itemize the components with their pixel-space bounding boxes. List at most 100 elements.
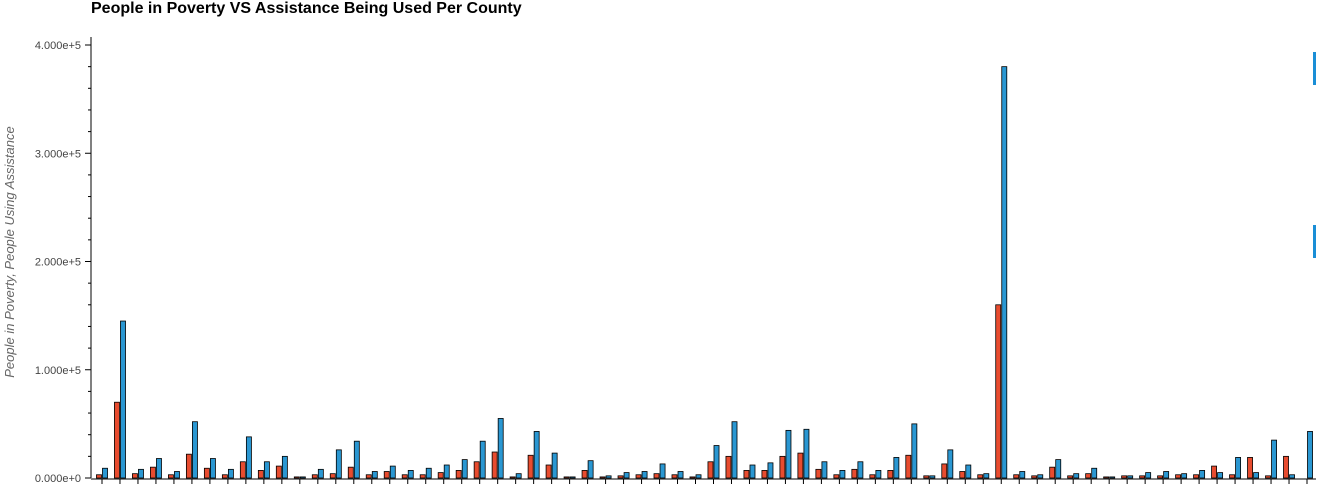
bar-assistance xyxy=(731,421,738,479)
bar-assistance xyxy=(875,470,882,479)
bar-assistance xyxy=(156,458,162,479)
bar-poverty xyxy=(491,451,498,479)
bar-poverty xyxy=(1013,474,1020,479)
bar-poverty xyxy=(887,470,894,479)
bar-assistance xyxy=(821,461,828,479)
bar-assistance xyxy=(1091,467,1098,479)
bar-poverty xyxy=(545,464,552,479)
bar-poverty xyxy=(1031,475,1038,479)
bar-poverty xyxy=(1157,475,1164,479)
bar-poverty xyxy=(869,474,876,479)
bar-poverty xyxy=(185,453,192,479)
y-axis: 0.000e+0 1.000e+5 2.000e+5 3.000e+5 4.000e+5 xyxy=(35,37,92,485)
bar-poverty xyxy=(671,474,678,479)
bar-poverty xyxy=(725,455,732,479)
bar-assistance xyxy=(1019,471,1026,479)
bar-assistance xyxy=(245,436,252,479)
bar-poverty xyxy=(617,475,624,479)
bar-assistance xyxy=(839,470,846,479)
bar-assistance xyxy=(605,475,612,479)
bar-assistance xyxy=(120,320,126,479)
bar-assistance xyxy=(353,440,360,479)
toolbar-tool-icon[interactable] xyxy=(1313,52,1316,85)
bar-poverty xyxy=(815,468,822,479)
toolbar-tool-icon[interactable] xyxy=(1313,225,1316,258)
y-tick-label: 0.000e+0 xyxy=(35,473,81,485)
bar-assistance xyxy=(677,471,684,479)
bar-poverty xyxy=(1103,476,1110,479)
bar-assistance xyxy=(210,458,216,479)
bar-assistance xyxy=(983,473,990,479)
y-tick-label: 4.000e+5 xyxy=(35,40,81,52)
bar-poverty xyxy=(1283,455,1289,479)
bar-poverty xyxy=(779,455,786,479)
y-tick-label: 2.000e+5 xyxy=(35,257,81,269)
chart-title: People in Poverty VS Assistance Being Us… xyxy=(91,0,522,17)
bar-poverty xyxy=(797,452,804,479)
bar-poverty xyxy=(311,474,318,479)
bar-poverty xyxy=(473,461,480,479)
bar-assistance xyxy=(641,471,648,479)
bar-assistance xyxy=(1289,474,1295,479)
bar-poverty xyxy=(707,461,714,479)
bar-assistance xyxy=(659,463,666,479)
bar-assistance xyxy=(551,452,558,479)
bar-poverty xyxy=(743,470,750,479)
bar-poverty xyxy=(293,476,300,479)
bar-poverty xyxy=(383,471,390,479)
bar-assistance xyxy=(1037,474,1044,479)
bar-poverty xyxy=(221,474,228,479)
bar-assistance xyxy=(623,472,630,479)
bar-poverty xyxy=(1049,466,1056,479)
bar-poverty xyxy=(401,474,408,479)
bar-assistance xyxy=(713,445,720,479)
chart-toolbar[interactable] xyxy=(1313,52,1316,258)
bar-poverty xyxy=(239,461,246,479)
bar-poverty xyxy=(977,474,984,479)
bar-poverty xyxy=(995,304,1002,479)
bar-assistance xyxy=(1127,475,1134,479)
bar-assistance xyxy=(174,471,180,479)
bar-assistance xyxy=(749,464,756,479)
bar-assistance xyxy=(281,455,288,479)
bar-assistance xyxy=(893,457,900,479)
bar-assistance xyxy=(1253,472,1259,479)
y-axis-label: People in Poverty, People Using Assistan… xyxy=(2,126,17,377)
bar-poverty xyxy=(1229,474,1235,479)
bar-poverty xyxy=(1067,475,1074,479)
bar-poverty xyxy=(150,466,156,479)
bar-poverty xyxy=(653,473,660,479)
bar-assistance xyxy=(102,467,108,479)
bar-assistance xyxy=(695,474,702,479)
bar-poverty xyxy=(329,473,336,479)
bar-assistance xyxy=(785,429,792,479)
bar-assistance xyxy=(1163,471,1170,479)
bar-poverty xyxy=(455,470,462,479)
bar-assistance xyxy=(1109,476,1116,479)
bar-assistance xyxy=(1181,473,1188,479)
bar-assistance xyxy=(1055,459,1062,479)
bar-poverty xyxy=(1247,457,1253,479)
x-axis xyxy=(91,478,1316,484)
bar-poverty xyxy=(941,463,948,479)
bar-poverty xyxy=(599,476,606,479)
bar-poverty xyxy=(959,471,966,479)
bar-poverty xyxy=(833,474,840,479)
bar-assistance xyxy=(569,476,576,479)
bar-poverty xyxy=(509,476,516,479)
bar-assistance xyxy=(1271,439,1277,479)
bar-assistance xyxy=(335,449,342,479)
y-tick-label: 3.000e+5 xyxy=(35,148,81,160)
bar-assistance xyxy=(857,461,864,479)
bar-poverty xyxy=(689,476,696,479)
bar-poverty xyxy=(365,474,372,479)
bar-assistance xyxy=(965,464,972,479)
bar-assistance xyxy=(929,475,936,479)
bar-poverty xyxy=(347,466,354,479)
bar-poverty xyxy=(419,474,426,479)
bar-assistance xyxy=(911,423,918,479)
bar-assistance xyxy=(479,440,486,479)
bar-assistance xyxy=(1235,457,1242,479)
bar-poverty xyxy=(1121,475,1128,479)
bar-assistance xyxy=(299,476,306,479)
